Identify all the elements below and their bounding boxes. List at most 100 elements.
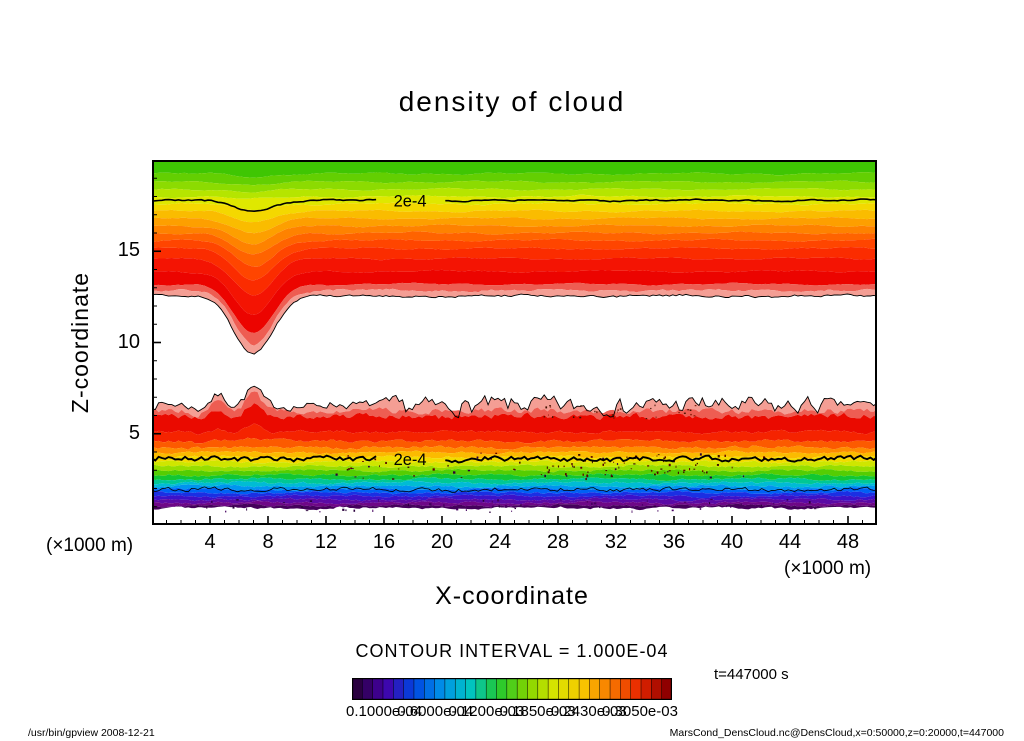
speckle [407,466,410,468]
speckle [678,412,680,414]
speckle [612,415,614,417]
x-tick-label: 24 [488,531,512,553]
speckle [579,416,582,419]
x-tick-label: 20 [430,531,454,553]
speckle [354,476,357,478]
speckle [557,465,560,468]
lower-cloud-bands [152,385,877,511]
colorbar-tick-label: 0.3050e-03 [602,703,678,720]
speckle [443,504,445,507]
speckle [626,456,628,459]
speckle [580,466,583,469]
speckle [578,454,581,456]
speckle [319,511,321,513]
speckle [699,453,702,456]
speckle [663,457,666,459]
colorbar-segment [548,678,559,700]
speckle [407,503,409,507]
colorbar-segment [434,678,446,700]
speckle [345,509,347,512]
colorbar-segment [527,678,539,700]
speckle [206,506,208,509]
speckle [196,505,199,507]
speckle [656,455,658,457]
colorbar-tick-label: 0.1850e-03 [499,703,576,720]
speckle [675,505,678,508]
speckle [663,460,664,463]
speckle [613,461,615,463]
speckle [613,417,615,419]
thin-contour-line [152,486,877,493]
speckle [604,473,606,476]
speckle [374,458,377,461]
x-tick-label: 48 [836,531,860,553]
contour-line-label: 2e-4 [394,193,427,211]
speckle [590,456,593,458]
speckle [545,406,548,409]
contour-plot-area: 2e-4 2e-4 [151,160,878,525]
contour-line-2e4 [151,454,377,463]
colorbar-svg [351,678,673,700]
speckle [544,474,546,478]
colorbar-segment [455,678,466,700]
contour-band [152,269,877,333]
contour-band [152,477,877,485]
speckle [596,411,598,414]
speckle [573,465,575,468]
speckle [668,463,671,467]
speckle [585,477,587,481]
speckle [571,463,573,466]
colorbar-segment [537,678,549,700]
colorbar-segment [651,678,662,700]
speckle [372,509,374,512]
speckle [552,416,554,418]
speckle [549,406,552,408]
colorbar-segment [641,678,652,700]
speckle [683,469,686,471]
speckle [392,478,395,480]
noise-speckles [196,404,817,513]
speckle [236,499,239,501]
speckle [346,468,349,471]
colorbar-segment [661,678,673,700]
speckle [519,461,521,464]
contour-band [152,445,877,455]
speckle [497,499,500,502]
speckle [731,466,733,469]
contour-plot-svg: 2e-4 2e-4 [151,160,878,525]
speckle [362,477,364,479]
colorbar-segment [413,678,425,700]
speckle [329,505,331,508]
speckle [610,474,613,476]
speckle [211,501,213,503]
contour-line-2e4 [151,198,377,213]
colorbar-segment [599,678,611,700]
page-title: density of cloud [398,86,626,117]
colorbar-tick-label: 0.6000e-04 [397,703,474,720]
speckle [616,463,619,465]
speckle [683,412,686,414]
contour-band [152,468,877,477]
speckle [491,500,493,503]
speckle [654,404,656,407]
contour-band [152,238,877,281]
x-tick-label: 36 [662,531,686,553]
speckle [631,510,633,513]
colorbar-tick-label: 0.1200e-03 [448,703,525,720]
x-tick-label: 12 [314,531,338,553]
colorbar-segment [465,678,477,700]
speckle [695,464,697,467]
speckle [514,507,516,510]
speckle [368,465,370,468]
footer-command: /usr/bin/gpview 2008-12-21 [28,727,155,739]
speckle [653,505,656,508]
speckle [603,462,606,464]
speckle [547,471,550,474]
speckle [689,409,692,411]
speckle [572,416,575,418]
speckle [513,469,516,471]
speckle [724,454,726,457]
speckle [664,456,666,458]
speckle [246,508,248,511]
contour-band [152,473,877,481]
